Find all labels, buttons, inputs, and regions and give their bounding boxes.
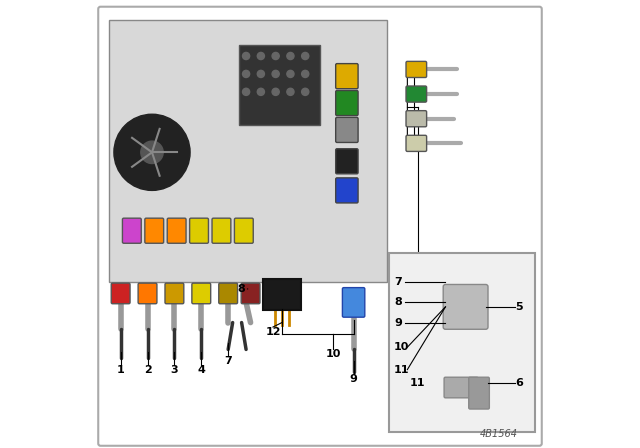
Circle shape [287,70,294,78]
Circle shape [287,88,294,95]
FancyBboxPatch shape [239,45,320,125]
FancyBboxPatch shape [165,283,184,304]
Text: 8: 8 [237,284,246,294]
Circle shape [243,70,250,78]
Circle shape [114,114,190,190]
Text: 6: 6 [515,378,523,388]
Text: 7: 7 [394,277,402,287]
Text: 10: 10 [394,342,410,352]
Text: 3: 3 [171,365,178,375]
Circle shape [272,70,279,78]
Circle shape [257,88,264,95]
FancyBboxPatch shape [336,149,358,174]
Circle shape [301,70,309,78]
FancyBboxPatch shape [212,218,231,243]
Text: 12: 12 [265,327,281,336]
FancyBboxPatch shape [145,218,164,243]
FancyBboxPatch shape [406,135,427,151]
FancyBboxPatch shape [122,218,141,243]
FancyBboxPatch shape [99,7,541,446]
FancyBboxPatch shape [263,279,301,310]
Text: 8: 8 [394,297,402,307]
Circle shape [257,52,264,60]
Circle shape [301,52,309,60]
Circle shape [301,88,309,95]
FancyBboxPatch shape [443,284,488,329]
FancyBboxPatch shape [111,283,130,304]
FancyBboxPatch shape [234,218,253,243]
Circle shape [287,52,294,60]
Circle shape [141,141,163,164]
FancyBboxPatch shape [241,283,260,304]
Circle shape [272,52,279,60]
Text: 9: 9 [394,318,402,327]
Text: 10: 10 [326,349,341,359]
Circle shape [257,70,264,78]
Text: 4: 4 [197,365,205,375]
FancyBboxPatch shape [336,64,358,89]
Text: 11: 11 [410,378,425,388]
FancyBboxPatch shape [192,283,211,304]
FancyBboxPatch shape [389,253,535,432]
Circle shape [272,88,279,95]
FancyBboxPatch shape [109,20,387,282]
FancyBboxPatch shape [336,117,358,142]
FancyBboxPatch shape [406,86,427,102]
Text: 7: 7 [224,356,232,366]
Text: 4B1564: 4B1564 [480,429,518,439]
FancyBboxPatch shape [336,178,358,203]
Text: 5: 5 [515,302,522,312]
FancyBboxPatch shape [219,283,237,304]
FancyBboxPatch shape [138,283,157,304]
FancyBboxPatch shape [468,377,490,409]
FancyBboxPatch shape [342,288,365,317]
Text: 9: 9 [349,374,358,383]
FancyBboxPatch shape [406,111,427,127]
Circle shape [243,88,250,95]
Circle shape [243,52,250,60]
Text: 11: 11 [394,365,410,375]
FancyBboxPatch shape [444,377,478,398]
FancyBboxPatch shape [167,218,186,243]
Text: 1: 1 [116,365,125,375]
FancyBboxPatch shape [189,218,209,243]
FancyBboxPatch shape [336,90,358,116]
Text: 2: 2 [143,365,152,375]
FancyBboxPatch shape [406,61,427,78]
